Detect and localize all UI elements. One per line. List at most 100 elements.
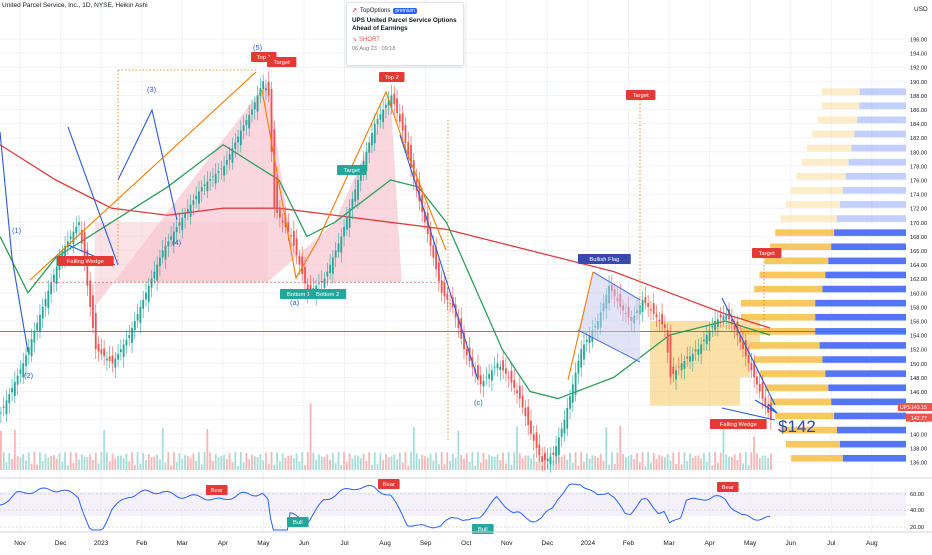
price-axis-tick: 154.00 (910, 334, 927, 340)
volume-bar (318, 454, 320, 470)
volume-profile-bar (848, 158, 906, 166)
volume-bar (161, 427, 164, 470)
rsi-bear-label-bg (717, 482, 739, 492)
time-axis-label: Jul (340, 540, 349, 547)
volume-profile-bar (839, 201, 906, 208)
volume-bar (535, 461, 538, 470)
candle-body (569, 396, 571, 409)
candle-body (301, 256, 304, 274)
volume-bar (426, 457, 429, 470)
candle-body (700, 344, 703, 354)
volume-bar (460, 455, 463, 470)
candle-body (396, 98, 398, 114)
candle-body (694, 349, 697, 352)
candle-body (142, 299, 145, 309)
candle-body (184, 213, 186, 219)
candle-body (337, 243, 340, 252)
pattern-line (721, 407, 776, 421)
volume-bar (27, 452, 30, 470)
volume-profile-bar (837, 215, 906, 222)
volume-bar (78, 459, 80, 470)
volume-profile-bar (859, 102, 906, 109)
price-axis-bg (906, 0, 932, 532)
top-2-label-bg (379, 72, 405, 82)
candle-body (16, 375, 19, 385)
volume-bar (398, 452, 401, 470)
volume-profile-bar (817, 116, 858, 124)
candle-body (463, 332, 465, 350)
volume-bar (371, 464, 373, 470)
volume-bar (25, 460, 27, 470)
time-axis-label: Apr (705, 540, 716, 547)
volume-bar (574, 452, 577, 470)
volume-bar (666, 453, 669, 470)
candle-body (86, 249, 89, 286)
candle-body (438, 262, 440, 282)
candle-body (329, 264, 332, 274)
volume-bar (178, 453, 181, 470)
volume-bar (217, 457, 220, 470)
volume-bar (583, 461, 585, 470)
candle-body (703, 339, 705, 342)
time-axis-label: 2024 (581, 540, 596, 547)
candle-body (92, 295, 94, 329)
volume-bar (739, 452, 742, 470)
volume-bar (36, 464, 39, 470)
wave-label: (a) (290, 298, 300, 307)
volume-bar (362, 453, 365, 470)
volume-bar (239, 452, 242, 470)
candle-body (209, 179, 212, 181)
volume-bar (281, 453, 284, 470)
volume-bar (689, 453, 691, 470)
volume-bar (80, 454, 83, 470)
candle-body (479, 375, 482, 385)
volume-bar (566, 459, 569, 470)
volume-bar (2, 452, 5, 470)
volume-bar (209, 452, 212, 470)
volume-bar (75, 452, 78, 470)
volume-bar (343, 452, 345, 470)
rsi-bear-label: Bear (211, 488, 223, 494)
candle-body (136, 313, 139, 321)
candle-body (496, 363, 499, 369)
volume-bar (192, 453, 195, 470)
volume-bar (700, 458, 703, 470)
candle-body (767, 405, 770, 413)
candle-body (131, 328, 133, 343)
candle-body (730, 318, 733, 325)
candle-body (532, 434, 535, 441)
volume-profile-bar (801, 158, 849, 166)
volume-bar (697, 455, 700, 470)
candle-body (100, 349, 103, 354)
volume-profile-bar (770, 398, 832, 406)
candle-body (156, 264, 159, 281)
candle-body (574, 372, 577, 395)
price-axis-tick: 150.00 (910, 362, 927, 368)
volume-bar (658, 454, 661, 470)
volume-bar (708, 452, 711, 470)
idea-direction: SHORT (359, 36, 380, 43)
time-axis-label: Nov (501, 540, 513, 547)
volume-bar (602, 460, 605, 470)
volume-bar (468, 462, 471, 470)
price-axis-tick: 148.00 (910, 376, 927, 382)
volume-bar (203, 452, 206, 470)
rsi-bull-label: Bull (478, 527, 488, 533)
idea-date: 06 Aug 23 · 09:18 (352, 46, 396, 52)
volume-bar (728, 456, 730, 470)
idea-title[interactable]: UPS United Parcel Service Options Ahead … (352, 17, 457, 32)
candle-body (89, 280, 92, 307)
volume-bar (323, 456, 326, 470)
candle-body (198, 191, 200, 204)
candle-body (164, 245, 167, 260)
volume-profile-bar (831, 398, 906, 406)
volume-bar (443, 464, 446, 470)
rsi-bear-label-bg (378, 479, 400, 489)
falling-wedge-label: Falling Wedge (67, 259, 104, 265)
volume-bar (276, 452, 278, 470)
candle-body (212, 176, 214, 178)
second-price-value: 142.77 (911, 416, 927, 422)
idea-card[interactable]: ↗ TopOptions premium UPS United Parcel S… (346, 2, 464, 66)
candle-body (186, 209, 189, 213)
